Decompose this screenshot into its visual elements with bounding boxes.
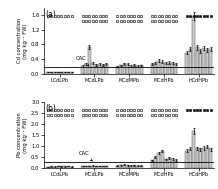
Bar [50, 167, 53, 168]
Bar [133, 65, 136, 74]
Bar [189, 149, 192, 168]
Bar [196, 148, 199, 168]
Bar [151, 64, 153, 74]
Bar [168, 63, 171, 74]
Bar [46, 167, 49, 168]
Bar [202, 48, 205, 74]
Bar [157, 153, 160, 168]
Bar [199, 149, 202, 168]
Bar [171, 159, 174, 168]
Bar [174, 64, 177, 74]
Bar [133, 165, 136, 168]
Bar [185, 53, 188, 74]
Bar [105, 64, 108, 74]
Bar [116, 166, 119, 168]
Bar [189, 49, 192, 74]
Bar [151, 160, 153, 168]
Bar [185, 150, 188, 168]
Bar [102, 65, 104, 74]
Bar [174, 160, 177, 168]
Bar [123, 64, 126, 74]
Bar [91, 63, 94, 74]
Bar [88, 166, 91, 168]
Y-axis label: Pb concentration
(mg kg⁻¹ FW): Pb concentration (mg kg⁻¹ FW) [17, 113, 28, 157]
Bar [126, 64, 129, 74]
Bar [196, 47, 199, 74]
Bar [53, 167, 56, 168]
Bar [209, 149, 212, 168]
Bar [67, 72, 70, 74]
Bar [116, 67, 119, 74]
Bar [56, 166, 60, 168]
Bar [140, 65, 143, 74]
Bar [119, 65, 122, 74]
Bar [63, 72, 66, 74]
Bar [164, 63, 167, 74]
Bar [95, 65, 98, 74]
Bar [129, 66, 133, 74]
Bar [136, 166, 139, 168]
Bar [154, 157, 157, 168]
Bar [161, 151, 164, 168]
Bar [105, 166, 108, 168]
Bar [202, 148, 205, 168]
Text: CAC: CAC [79, 151, 92, 161]
Bar [84, 64, 87, 74]
Bar [164, 159, 167, 168]
Bar [98, 64, 101, 74]
Bar [126, 165, 129, 168]
Bar [102, 166, 104, 168]
Bar [53, 72, 56, 74]
Bar [129, 166, 133, 168]
Bar [192, 131, 195, 168]
Bar [161, 62, 164, 74]
Bar [63, 166, 66, 168]
Bar [67, 166, 70, 168]
Bar [56, 72, 60, 74]
Bar [206, 146, 209, 168]
Text: (b): (b) [45, 104, 56, 113]
Bar [140, 166, 143, 168]
Bar [98, 166, 101, 168]
Bar [50, 72, 53, 74]
Bar [199, 51, 202, 74]
Bar [81, 66, 84, 74]
Bar [171, 63, 174, 74]
Bar [60, 167, 63, 168]
Bar [136, 66, 139, 74]
Bar [81, 166, 84, 168]
Bar [168, 158, 171, 168]
Bar [84, 166, 87, 168]
Bar [88, 47, 91, 74]
Bar [60, 72, 63, 74]
Y-axis label: Cd concentration
(mg kg⁻¹ FW): Cd concentration (mg kg⁻¹ FW) [17, 18, 28, 63]
Bar [206, 50, 209, 74]
Bar [70, 72, 73, 74]
Text: (a): (a) [45, 10, 56, 19]
Bar [123, 165, 126, 168]
Bar [91, 166, 94, 168]
Bar [46, 72, 49, 74]
Bar [209, 49, 212, 74]
Bar [154, 63, 157, 74]
Bar [192, 16, 195, 74]
Bar [157, 61, 160, 74]
Text: CAC: CAC [76, 56, 89, 66]
Bar [95, 166, 98, 168]
Bar [119, 165, 122, 168]
Bar [70, 167, 73, 168]
